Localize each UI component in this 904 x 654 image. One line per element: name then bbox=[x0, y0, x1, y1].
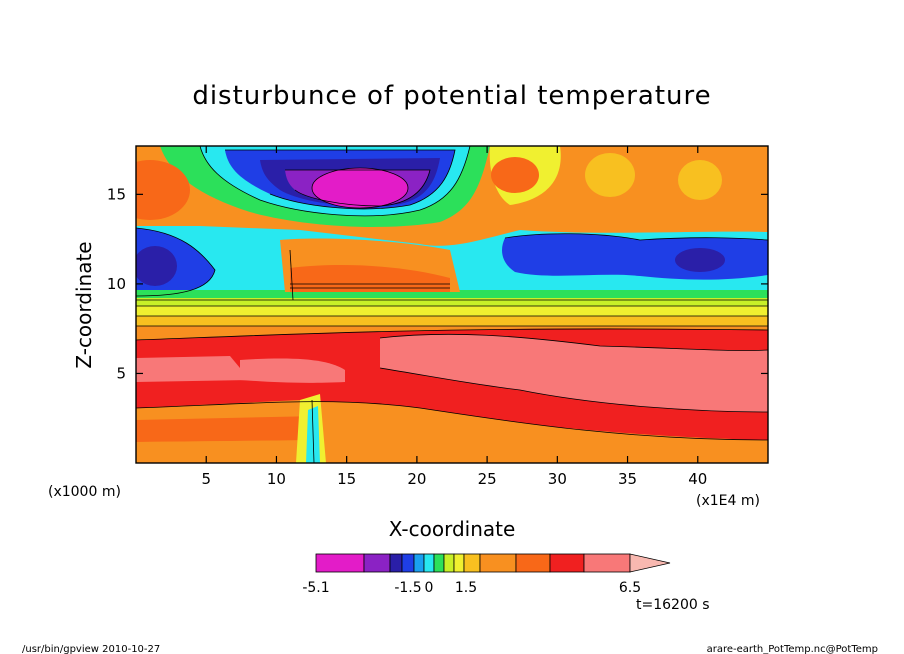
left-darkblue bbox=[136, 246, 177, 286]
colorbar-swatch bbox=[463, 553, 481, 573]
colorbar-swatch bbox=[315, 553, 365, 573]
lower-darkorange bbox=[136, 416, 320, 442]
upper-orange-blob bbox=[491, 157, 539, 193]
right-pink bbox=[380, 334, 768, 412]
y-tick-label: 5 bbox=[116, 364, 126, 382]
x-tick-label: 30 bbox=[548, 470, 567, 488]
green-strip bbox=[136, 290, 768, 300]
upper-orange-blob-3 bbox=[678, 160, 722, 200]
colorbar-swatch bbox=[389, 553, 403, 573]
right-blue bbox=[502, 233, 768, 280]
chart-title: disturbunce of potential temperature bbox=[192, 81, 711, 111]
x-unit-left: (x1000 m) bbox=[48, 484, 121, 500]
colorbar-label: 0 bbox=[425, 580, 434, 596]
colorbar-swatch bbox=[433, 553, 445, 573]
colorbar-swatch bbox=[515, 553, 551, 573]
bottom-orange bbox=[136, 440, 330, 463]
colorbar-label: 1.5 bbox=[455, 580, 477, 596]
mid-pink bbox=[240, 358, 345, 383]
colorbar-labels: -5.1 -1.5 0 1.5 6.5 bbox=[302, 580, 641, 596]
right-darkblue bbox=[675, 248, 725, 272]
yellowgreen-strip bbox=[136, 298, 768, 306]
time-label: t=16200 s bbox=[636, 597, 710, 613]
colorbar-swatch bbox=[453, 553, 465, 573]
colorbar-swatch bbox=[363, 553, 391, 573]
colorbar-label: -1.5 bbox=[394, 580, 421, 596]
colorbar-swatch bbox=[479, 553, 517, 573]
x-tick-label: 35 bbox=[618, 470, 637, 488]
colorbar-swatch bbox=[443, 553, 455, 573]
colorbar-swatch bbox=[423, 553, 435, 573]
yellow-strip bbox=[136, 306, 768, 316]
colorbar-label: -5.1 bbox=[302, 580, 329, 596]
colorbar-swatch bbox=[549, 553, 585, 573]
x-unit-right: (x1E4 m) bbox=[696, 493, 760, 509]
mid-darkorange-cap bbox=[290, 265, 450, 292]
colorbar-label: 6.5 bbox=[619, 580, 641, 596]
left-pink bbox=[136, 356, 250, 382]
y-axis-title: Z-coordinate bbox=[72, 241, 96, 368]
colorbar-swatch bbox=[401, 553, 415, 573]
x-tick-label: 5 bbox=[201, 470, 211, 488]
footer-right: arare-earth_PotTemp.nc@PotTemp bbox=[707, 644, 878, 654]
min-magenta bbox=[312, 168, 408, 208]
colorbar-swatch bbox=[583, 553, 631, 573]
left-upper-orange bbox=[136, 160, 190, 220]
colorbar-arrow bbox=[629, 553, 671, 573]
x-tick-label: 20 bbox=[407, 470, 426, 488]
x-tick-label: 40 bbox=[688, 470, 707, 488]
x-axis-title: X-coordinate bbox=[389, 517, 516, 541]
colorbar bbox=[315, 553, 671, 573]
x-tick-label: 15 bbox=[337, 470, 356, 488]
x-tick-label: 25 bbox=[478, 470, 497, 488]
y-axis-ticks: 5 10 15 bbox=[107, 185, 768, 382]
contour-field bbox=[136, 146, 768, 463]
x-axis-ticks: 5 10 15 20 25 30 35 40 bbox=[201, 146, 707, 488]
colorbar-swatch bbox=[413, 553, 425, 573]
upper-orange-blob-2 bbox=[585, 153, 635, 197]
x-tick-label: 10 bbox=[267, 470, 286, 488]
y-tick-label: 15 bbox=[107, 185, 126, 203]
y-tick-label: 10 bbox=[107, 275, 126, 293]
footer-left: /usr/bin/gpview 2010-10-27 bbox=[22, 644, 160, 654]
plot-frame bbox=[135, 145, 769, 464]
gold-strip bbox=[136, 316, 768, 326]
